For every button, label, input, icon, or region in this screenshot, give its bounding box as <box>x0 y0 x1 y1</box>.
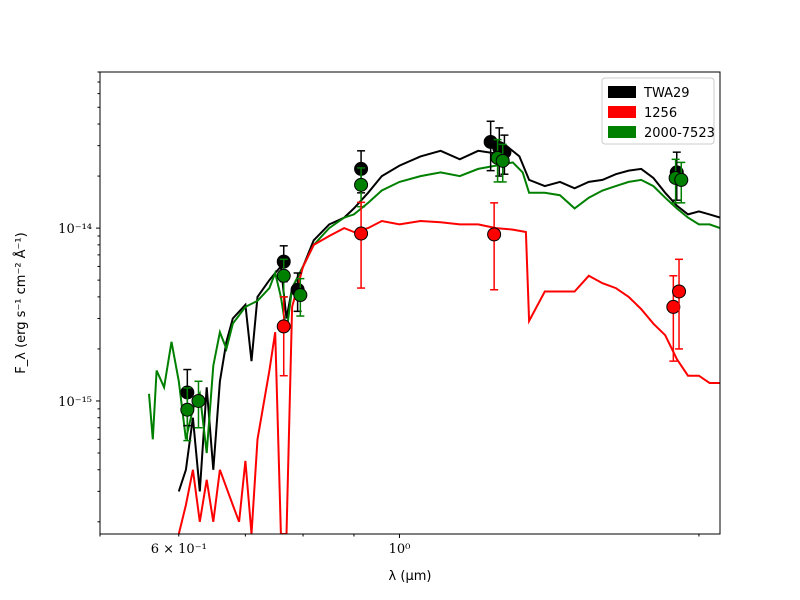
ticks-layer <box>96 71 700 538</box>
photometry-marker <box>666 299 681 314</box>
photometry-point <box>354 201 369 289</box>
photometry-marker <box>191 393 206 408</box>
photometry-marker <box>495 153 510 168</box>
legend: TWA29 1256 2000-7523 <box>601 77 715 145</box>
spectrum-line-0 <box>177 144 720 492</box>
photometry-point <box>191 380 206 429</box>
spectrum-line-2 <box>148 161 720 454</box>
photometry-marker <box>276 319 291 334</box>
x-tick-label: 10⁰ <box>389 542 411 557</box>
photometry-marker <box>293 288 308 303</box>
spectrum-line-1 <box>177 219 720 534</box>
x-axis-label: λ (μm) <box>389 569 432 584</box>
photometry-point <box>487 202 502 291</box>
legend-label: 1256 <box>644 106 677 121</box>
legend-label: TWA29 <box>643 86 690 101</box>
legend-swatch <box>608 106 636 118</box>
legend-swatch <box>608 126 636 138</box>
photometry-point <box>293 277 308 317</box>
photometry-marker <box>674 172 689 187</box>
photometry-marker <box>354 226 369 241</box>
photometry-point <box>180 387 195 442</box>
legend-swatch <box>608 86 636 98</box>
photometry-point <box>495 143 510 183</box>
photometry-point <box>276 296 291 377</box>
y-tick-label: 10⁻¹⁴ <box>58 222 92 237</box>
photometry-marker <box>672 284 687 299</box>
series-layer <box>148 120 720 534</box>
photometry-marker <box>487 227 502 242</box>
photometry-point <box>672 258 687 350</box>
photometry-marker <box>180 402 195 417</box>
photometry-marker <box>354 177 369 192</box>
x-tick-label: 6 × 10⁻¹ <box>151 542 207 557</box>
photometry-marker <box>276 268 291 283</box>
plot-frame <box>99 71 721 535</box>
photometry-point <box>276 258 291 298</box>
labels-layer: 6 × 10⁻¹ 10⁰ 10⁻¹⁴ 10⁻¹⁵ λ (μm) F_λ (erg s⁻¹ … <box>13 222 431 584</box>
legend-label: 2000-7523 <box>644 126 715 141</box>
photometry-point <box>674 161 689 204</box>
y-axis-label: F_λ (erg s⁻¹ cm⁻² Å⁻¹) <box>13 232 29 373</box>
y-tick-label: 10⁻¹⁵ <box>58 395 92 410</box>
